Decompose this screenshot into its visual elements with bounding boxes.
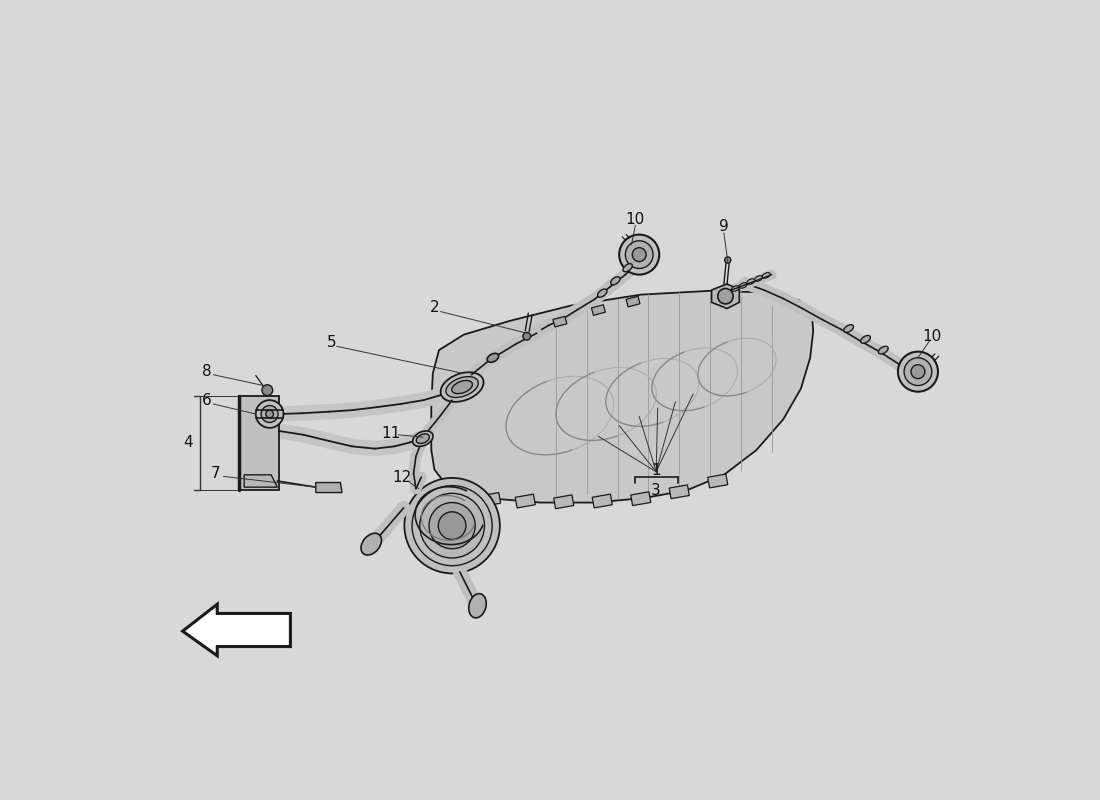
Polygon shape <box>712 284 739 309</box>
Polygon shape <box>239 396 279 490</box>
Circle shape <box>261 406 278 422</box>
Polygon shape <box>669 485 690 498</box>
Polygon shape <box>626 296 640 307</box>
Ellipse shape <box>739 282 747 288</box>
Circle shape <box>429 502 475 549</box>
Text: 11: 11 <box>381 426 400 441</box>
Ellipse shape <box>412 431 433 446</box>
Ellipse shape <box>487 354 498 362</box>
Ellipse shape <box>452 381 472 394</box>
Ellipse shape <box>597 289 607 297</box>
Polygon shape <box>515 494 536 508</box>
Ellipse shape <box>469 594 486 618</box>
Text: 10: 10 <box>922 329 942 344</box>
Polygon shape <box>592 494 613 508</box>
Polygon shape <box>592 305 605 315</box>
Text: 10: 10 <box>626 213 645 227</box>
Ellipse shape <box>844 325 854 333</box>
Polygon shape <box>553 316 566 327</box>
Ellipse shape <box>623 264 632 272</box>
Text: 6: 6 <box>201 394 211 409</box>
Ellipse shape <box>441 372 484 402</box>
Circle shape <box>898 352 938 392</box>
Text: 7: 7 <box>211 466 220 481</box>
Circle shape <box>619 234 659 274</box>
Ellipse shape <box>755 276 762 282</box>
Text: 4: 4 <box>184 435 192 450</box>
Circle shape <box>255 400 284 428</box>
Polygon shape <box>481 493 500 506</box>
Ellipse shape <box>610 277 620 285</box>
Circle shape <box>420 494 484 558</box>
Circle shape <box>262 385 273 395</box>
Circle shape <box>438 512 466 539</box>
Circle shape <box>725 257 730 263</box>
Circle shape <box>405 478 499 574</box>
Circle shape <box>632 248 646 262</box>
Ellipse shape <box>416 434 429 443</box>
Polygon shape <box>431 291 813 502</box>
Ellipse shape <box>747 279 755 284</box>
Ellipse shape <box>732 286 739 291</box>
Polygon shape <box>707 474 728 488</box>
Ellipse shape <box>860 335 870 343</box>
Ellipse shape <box>762 273 770 278</box>
Ellipse shape <box>361 534 382 555</box>
Text: 1: 1 <box>651 463 661 478</box>
Polygon shape <box>244 475 277 487</box>
Text: 8: 8 <box>201 364 211 379</box>
Text: 3: 3 <box>651 482 661 498</box>
Polygon shape <box>553 495 574 509</box>
Circle shape <box>266 410 274 418</box>
Ellipse shape <box>446 377 478 398</box>
Polygon shape <box>316 482 342 493</box>
Circle shape <box>904 358 932 386</box>
Circle shape <box>625 241 653 269</box>
Text: 9: 9 <box>719 219 729 234</box>
Circle shape <box>717 289 734 304</box>
Text: 5: 5 <box>327 335 336 350</box>
Text: 12: 12 <box>393 470 411 485</box>
Polygon shape <box>630 492 651 506</box>
Polygon shape <box>450 488 470 502</box>
Text: 2: 2 <box>430 300 439 315</box>
Circle shape <box>911 365 925 378</box>
Circle shape <box>522 332 530 340</box>
Polygon shape <box>183 604 290 656</box>
Ellipse shape <box>879 346 888 354</box>
